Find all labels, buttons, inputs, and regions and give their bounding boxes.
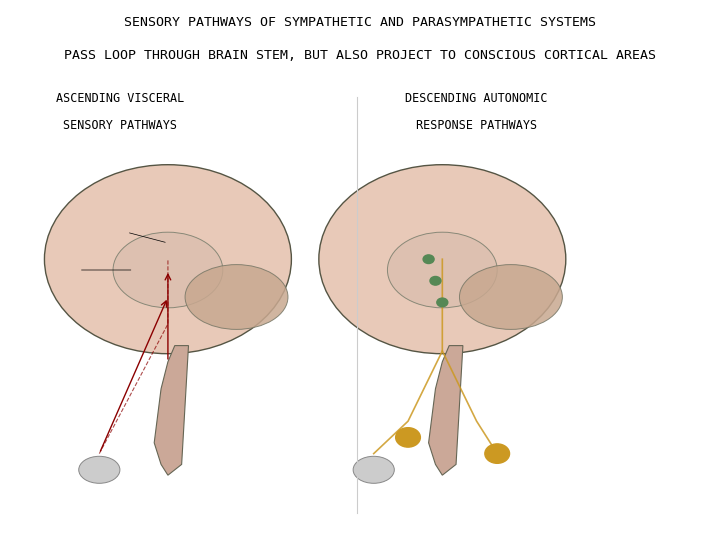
- Text: SENSORY PATHWAYS: SENSORY PATHWAYS: [63, 119, 177, 132]
- Ellipse shape: [78, 456, 120, 483]
- Ellipse shape: [459, 265, 562, 329]
- Circle shape: [396, 428, 420, 447]
- Polygon shape: [154, 346, 189, 475]
- Circle shape: [430, 276, 441, 285]
- Text: RESPONSE PATHWAYS: RESPONSE PATHWAYS: [416, 119, 537, 132]
- Ellipse shape: [45, 165, 292, 354]
- Circle shape: [437, 298, 448, 307]
- Ellipse shape: [353, 456, 395, 483]
- Ellipse shape: [185, 265, 288, 329]
- Circle shape: [423, 255, 434, 264]
- Circle shape: [485, 444, 510, 463]
- Text: DESCENDING AUTONOMIC: DESCENDING AUTONOMIC: [405, 92, 548, 105]
- Text: PASS LOOP THROUGH BRAIN STEM, BUT ALSO PROJECT TO CONSCIOUS CORTICAL AREAS: PASS LOOP THROUGH BRAIN STEM, BUT ALSO P…: [64, 49, 656, 62]
- Text: SENSORY PATHWAYS OF SYMPATHETIC AND PARASYMPATHETIC SYSTEMS: SENSORY PATHWAYS OF SYMPATHETIC AND PARA…: [124, 16, 596, 29]
- Ellipse shape: [387, 232, 498, 308]
- Polygon shape: [428, 346, 463, 475]
- Ellipse shape: [113, 232, 222, 308]
- Text: ASCENDING VISCERAL: ASCENDING VISCERAL: [55, 92, 184, 105]
- Ellipse shape: [319, 165, 566, 354]
